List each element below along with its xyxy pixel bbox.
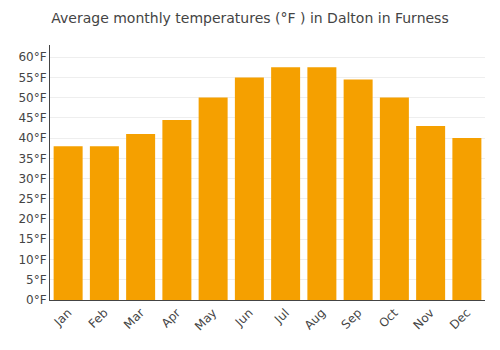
svg-text:Oct: Oct <box>376 306 401 331</box>
svg-text:Average monthly temperatures (: Average monthly temperatures (°F ) in Da… <box>51 10 448 26</box>
svg-text:Jul: Jul <box>271 306 292 327</box>
svg-text:May: May <box>192 306 219 333</box>
svg-text:60°F: 60°F <box>18 50 46 64</box>
svg-text:15°F: 15°F <box>18 232 46 246</box>
svg-text:Feb: Feb <box>86 306 111 331</box>
svg-text:0°F: 0°F <box>26 293 47 307</box>
svg-text:Jun: Jun <box>232 306 256 330</box>
svg-text:Sep: Sep <box>339 306 365 332</box>
svg-text:Jan: Jan <box>51 306 75 330</box>
svg-text:50°F: 50°F <box>18 91 46 105</box>
svg-text:55°F: 55°F <box>18 71 46 85</box>
svg-text:35°F: 35°F <box>18 152 46 166</box>
svg-text:25°F: 25°F <box>18 192 46 206</box>
svg-text:40°F: 40°F <box>18 131 46 145</box>
svg-text:20°F: 20°F <box>18 212 46 226</box>
svg-text:Aug: Aug <box>302 306 328 332</box>
svg-text:Mar: Mar <box>121 306 147 332</box>
svg-text:Apr: Apr <box>159 306 184 331</box>
svg-text:Nov: Nov <box>411 306 437 332</box>
svg-text:10°F: 10°F <box>18 253 46 267</box>
svg-text:30°F: 30°F <box>18 172 46 186</box>
svg-text:5°F: 5°F <box>26 273 47 287</box>
svg-text:45°F: 45°F <box>18 111 46 125</box>
svg-text:Dec: Dec <box>447 306 473 332</box>
